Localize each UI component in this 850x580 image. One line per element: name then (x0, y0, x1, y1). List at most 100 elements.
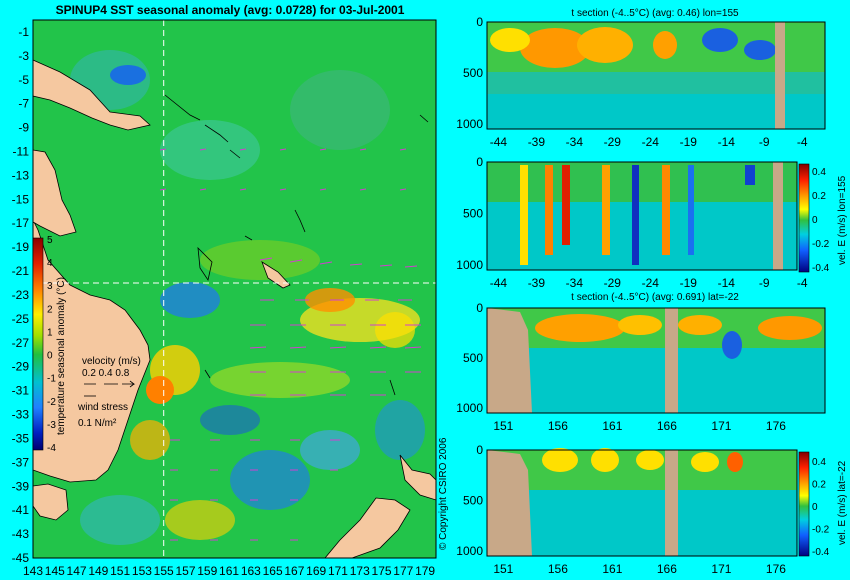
vel-colorbar-tick: -0.2 (812, 239, 830, 250)
vel-colorbar-tick: 0.4 (812, 167, 826, 178)
map-x-tick: 159 (197, 564, 217, 578)
panel2-y-ticks: 0 500 1000 (456, 155, 483, 272)
vel-colorbar-tick: -0.4 (812, 263, 830, 274)
panel-x-tick: 151 (493, 419, 513, 433)
map-y-tick: -31 (12, 384, 30, 398)
map-x-tick: 145 (45, 564, 65, 578)
sst-map (32, 19, 437, 559)
panel4-x-ticks: 151 156 161 166 171 176 (493, 562, 786, 576)
vel-colorbar-tick: 0.2 (812, 191, 826, 202)
sst-colorbar: 5 4 3 2 1 0 -1 -2 -3 -4 temperature seasonal anom… (32, 235, 67, 454)
sst-colorbar-tick: 3 (47, 281, 53, 292)
panel1-x-ticks: -44 -39 -34 -29 -24 -19 -14 -9 -4 (490, 135, 808, 149)
panel-x-tick: 171 (711, 562, 731, 576)
map-x-tick: 177 (393, 564, 413, 578)
panel4-y-ticks: 0 500 1000 (456, 443, 483, 558)
panel-x-tick: -29 (604, 135, 622, 149)
panel-x-tick: -9 (759, 276, 770, 290)
panel-x-tick: -4 (797, 276, 808, 290)
panel-x-tick: -24 (642, 276, 660, 290)
copyright-text: © Copyright CSIRO 2006 (438, 437, 449, 550)
panel-x-tick: 176 (766, 562, 786, 576)
cape-york-land (32, 149, 77, 237)
panel-x-tick: -19 (680, 276, 698, 290)
panel2-section (486, 161, 798, 271)
map-y-tick: -21 (12, 264, 30, 278)
panel-y-tick: 1000 (456, 117, 483, 131)
sst-colorbar-tick: -2 (47, 397, 56, 408)
map-y-tick: -27 (12, 336, 30, 350)
panel-x-tick: 166 (657, 562, 677, 576)
sst-colorbar-tick: -3 (47, 420, 56, 431)
velocity-legend-scale: 0.2 0.4 0.8 (82, 368, 130, 379)
vel-colorbar-tick: 0.2 (812, 480, 826, 491)
panel-x-tick: -44 (490, 276, 508, 290)
panel-y-tick: 500 (463, 351, 483, 365)
map-title: SPINUP4 SST seasonal anomaly (avg: 0.072… (56, 3, 405, 17)
sst-colorbar-tick: 0 (47, 351, 53, 362)
panel-y-tick: 0 (476, 15, 483, 29)
panel-y-tick: 0 (476, 301, 483, 315)
map-y-tick: -35 (12, 431, 30, 445)
map-x-tick: 161 (219, 564, 239, 578)
map-y-tick: -33 (12, 408, 30, 422)
velocity-legend-label: velocity (m/s) (82, 356, 141, 367)
map-y-tick: -37 (12, 455, 30, 469)
panel4-colorbar: 0.4 0.2 0 -0.2 -0.4 vel. E (m/s) lat=-22 (798, 451, 848, 558)
map-y-tick: -11 (13, 145, 30, 159)
map-land (32, 59, 437, 559)
map-y-tick: -29 (12, 360, 30, 374)
map-y-tick: -17 (12, 216, 30, 230)
panel-x-tick: 176 (766, 419, 786, 433)
sst-colorbar-label: temperature seasonal anomaly (°C) (56, 277, 67, 435)
panel4-colorbar-label: vel. E (m/s) lat=-22 (837, 460, 848, 545)
panel-y-tick: 1000 (456, 258, 483, 272)
panel1-y-ticks: 0 500 1000 (456, 15, 483, 131)
panel-x-tick: 171 (711, 419, 731, 433)
panel-y-tick: 500 (463, 66, 483, 80)
panel1-land (775, 22, 785, 129)
map-x-tick: 149 (88, 564, 108, 578)
map-y-tick: -23 (12, 288, 30, 302)
panel3-land-west (487, 308, 532, 413)
panel-x-tick: -34 (566, 276, 584, 290)
panel4-section (486, 448, 798, 557)
australia-land (32, 219, 151, 483)
map-y-tick: -43 (12, 527, 30, 541)
map-y-tick: -13 (12, 168, 30, 182)
map-x-tick: 175 (372, 564, 392, 578)
map-x-tick: 179 (415, 564, 435, 578)
panel-y-tick: 1000 (456, 401, 483, 415)
sst-colorbar-tick: 5 (47, 235, 53, 246)
panel4-land-west (487, 450, 532, 556)
panel2-x-ticks: -44 -39 -34 -29 -24 -19 -14 -9 -4 (490, 276, 808, 290)
panel-y-tick: 0 (476, 155, 483, 169)
panel-x-tick: 161 (602, 419, 622, 433)
new-caledonia-land (261, 261, 291, 289)
sst-colorbar-ticks: 5 4 3 2 1 0 -1 -2 -3 -4 (47, 235, 56, 454)
new-guinea-land (32, 59, 151, 131)
panel4-land-mid (665, 450, 678, 556)
vel-colorbar-tick: -0.2 (812, 525, 830, 536)
map-y-tick: -19 (12, 240, 30, 254)
panel-x-tick: -39 (528, 135, 546, 149)
vel-colorbar-tick: 0.4 (812, 457, 826, 468)
map-x-tick: 153 (132, 564, 152, 578)
map-x-tick: 151 (110, 564, 130, 578)
sst-colorbar-tick: -1 (47, 374, 56, 385)
tasmania-land (32, 483, 69, 521)
sst-colorbar-tick: -4 (47, 443, 56, 454)
sst-colorbar-tick: 2 (47, 304, 53, 315)
panel3-section (486, 307, 826, 414)
map-y-tick: -39 (12, 479, 30, 493)
new-zealand-south-land (324, 497, 411, 559)
panel-x-tick: -39 (528, 276, 546, 290)
map-y-tick: -41 (12, 503, 30, 517)
map-y-tick: -45 (12, 551, 30, 565)
panel1-title: t section (-4..5°C) (avg: 0.46) lon=155 (571, 8, 739, 19)
panel2-colorbar: 0.4 0.2 0 -0.2 -0.4 vel. E (m/s) lon=155 (798, 163, 848, 274)
map-y-tick: -9 (18, 121, 29, 135)
wind-legend-label: wind stress (77, 402, 128, 413)
panel-x-tick: -14 (718, 276, 736, 290)
